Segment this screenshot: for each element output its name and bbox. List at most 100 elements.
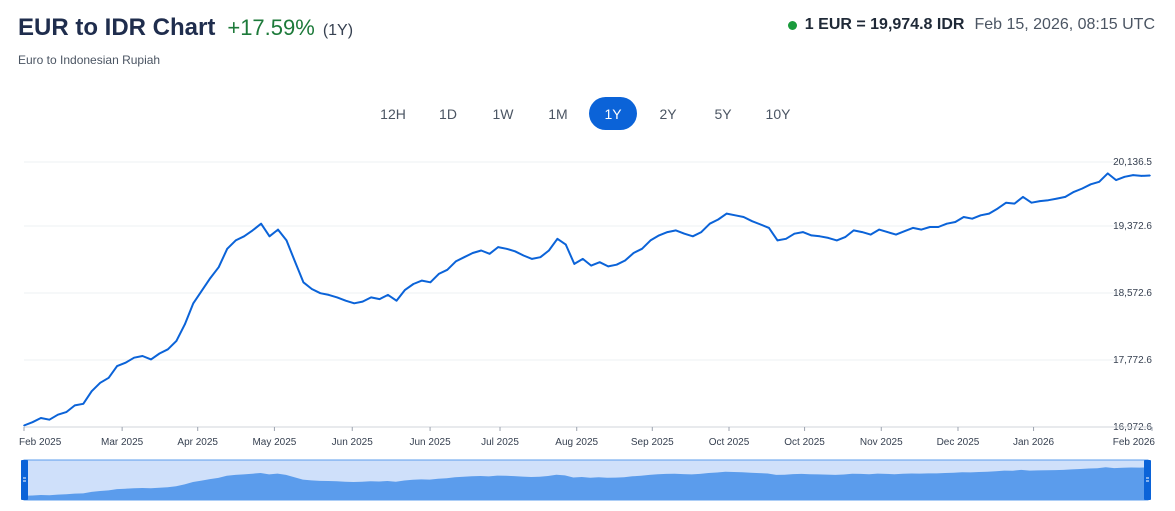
data-point: [641, 248, 643, 250]
data-point: [1073, 191, 1075, 193]
page-title: EUR to IDR Chart: [18, 14, 216, 41]
data-point: [590, 264, 592, 267]
data-point: [802, 231, 804, 233]
data-point: [573, 263, 576, 265]
data-point: [133, 356, 135, 359]
current-rate: 1 EUR = 19,974.8 IDR: [804, 16, 965, 33]
data-point: [217, 266, 220, 268]
data-point: [717, 218, 719, 221]
data-point: [378, 298, 381, 300]
data-point: [979, 214, 982, 217]
data-point: [226, 248, 228, 250]
navigator-right-handle[interactable]: [1144, 460, 1151, 500]
y-tick-label: 19,372.6: [1113, 221, 1152, 232]
data-point: [116, 365, 118, 367]
data-point: [700, 231, 703, 233]
page-subtitle: Euro to Indonesian Rupiah: [18, 53, 161, 67]
data-point: [488, 253, 491, 255]
data-point: [1039, 200, 1041, 202]
range-button-12h[interactable]: 12H: [369, 97, 417, 130]
data-point: [912, 227, 914, 229]
x-tick-label: Sep 2025: [631, 437, 674, 448]
data-point: [353, 302, 356, 305]
data-point: [370, 296, 372, 299]
data-point: [522, 254, 525, 257]
data-point: [962, 216, 965, 218]
data-point: [1022, 196, 1024, 198]
range-selector: 12H 1D 1W 1M 1Y 2Y 5Y 10Y: [369, 97, 809, 130]
data-point: [954, 221, 957, 223]
x-tick-label: Mar 2025: [101, 437, 144, 448]
navigator-left-handle[interactable]: [21, 460, 28, 500]
data-point: [903, 230, 906, 232]
data-point: [996, 207, 999, 210]
chart-navigator[interactable]: [0, 457, 1175, 503]
data-point: [725, 212, 728, 215]
range-button-10y[interactable]: 10Y: [754, 97, 802, 130]
data-point: [40, 417, 42, 419]
x-tick-label: Feb 2025: [19, 437, 62, 448]
data-point: [598, 261, 601, 263]
rate-timestamp: Feb 15, 2026, 08:15 UTC: [974, 16, 1155, 33]
range-button-1y[interactable]: 1Y: [589, 97, 637, 130]
data-point: [861, 231, 863, 233]
data-point: [184, 323, 186, 325]
title-row: EUR to IDR Chart +17.59% (1Y): [18, 14, 353, 42]
data-point: [852, 229, 855, 232]
data-point: [624, 259, 626, 262]
data-point: [395, 299, 398, 302]
x-tick-label: Feb 2026: [1113, 437, 1156, 448]
data-point: [658, 234, 660, 237]
data-point: [277, 228, 279, 231]
range-button-2y[interactable]: 2Y: [644, 97, 692, 130]
change-percent: +17.59%: [227, 15, 315, 40]
data-point: [556, 238, 559, 240]
y-tick-label: 18,572.6: [1113, 288, 1152, 299]
data-point: [31, 421, 34, 424]
data-point: [497, 246, 499, 248]
live-status-icon: [787, 20, 797, 30]
data-point: [82, 403, 85, 405]
x-tick-label: Apr 2025: [177, 437, 218, 448]
data-point: [1098, 181, 1100, 183]
data-point: [1140, 175, 1143, 177]
range-button-5y[interactable]: 5Y: [699, 97, 747, 130]
y-tick-label: 17,772.6: [1113, 355, 1152, 366]
data-point: [463, 256, 466, 258]
range-button-1m[interactable]: 1M: [534, 97, 582, 130]
data-point: [878, 228, 880, 231]
data-point: [971, 217, 973, 220]
data-point: [1132, 174, 1134, 176]
data-point: [446, 269, 449, 271]
range-button-1w[interactable]: 1W: [479, 97, 527, 130]
data-point: [1115, 179, 1117, 181]
range-button-1d[interactable]: 1D: [424, 97, 472, 130]
data-point: [336, 296, 339, 299]
data-point: [565, 243, 567, 246]
data-point: [759, 223, 762, 226]
data-point: [421, 279, 423, 282]
data-point: [895, 233, 897, 236]
data-point: [666, 231, 669, 233]
data-point: [988, 212, 990, 215]
data-point: [649, 239, 652, 242]
x-tick-label: Jan 2026: [1013, 437, 1055, 448]
line-chart[interactable]: 20,136.519,372.618,572.617,772.616,972.6…: [0, 140, 1175, 452]
data-point: [167, 348, 169, 351]
data-point: [412, 283, 415, 285]
data-point: [328, 294, 330, 296]
x-tick-label: Jun 2025: [332, 437, 374, 448]
x-tick-label: May 2025: [252, 437, 296, 448]
navigator-area: [24, 467, 1148, 500]
x-tick-label: Dec 2025: [937, 437, 980, 448]
data-point: [1013, 202, 1016, 205]
data-point: [742, 216, 745, 218]
data-point: [929, 226, 931, 228]
data-point: [920, 228, 923, 231]
data-point: [438, 273, 440, 275]
data-point: [1005, 201, 1007, 204]
data-point: [836, 239, 838, 242]
data-point: [692, 235, 694, 238]
data-point: [99, 382, 101, 384]
y-tick-label: 20,136.5: [1113, 157, 1152, 168]
